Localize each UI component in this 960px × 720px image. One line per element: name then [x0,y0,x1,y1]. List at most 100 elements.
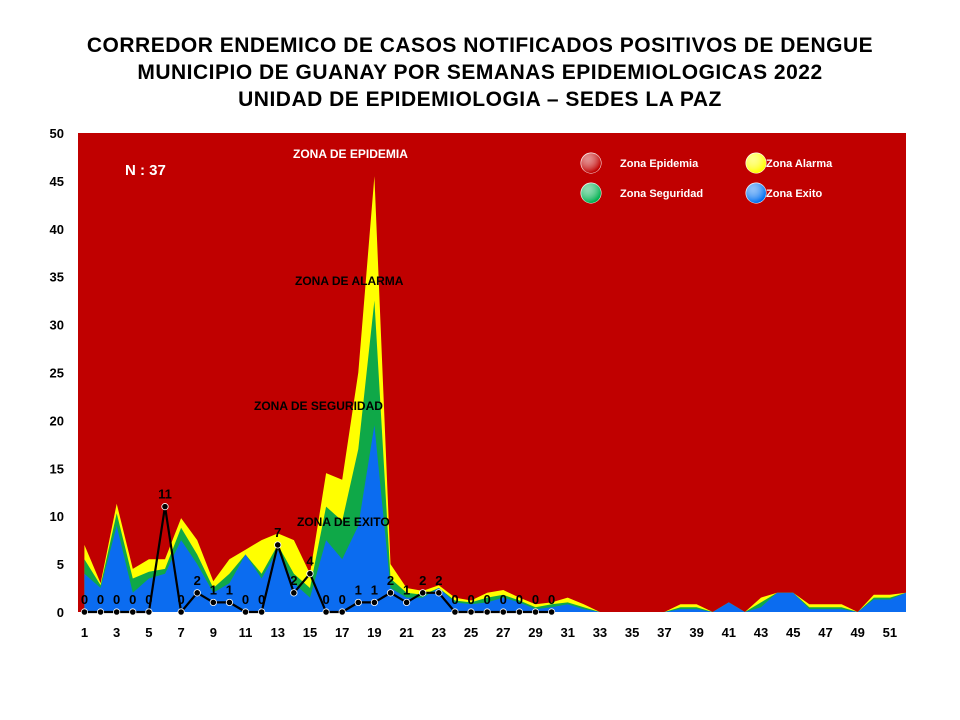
cases-point [96,608,105,616]
x-tick-label: 9 [210,625,217,640]
y-tick-label: 25 [50,366,64,381]
cases-data-label: 0 [484,592,491,607]
cases-point [403,598,411,607]
cases-data-label: 0 [97,592,104,607]
cases-data-label: 0 [500,592,507,607]
x-tick-label: 39 [689,625,703,640]
cases-data-label: 1 [355,582,362,597]
cases-data-label: 0 [339,592,346,607]
cases-data-label: 0 [467,592,474,607]
cases-point [258,608,266,616]
cases-point [193,589,201,597]
legend-marker-shine [581,153,601,173]
y-tick-label: 40 [50,222,64,237]
x-tick-label: 3 [113,625,120,640]
cases-data-label: 0 [242,592,249,607]
legend-marker-shine [746,153,766,173]
x-tick-label: 11 [239,625,253,640]
x-tick-label: 5 [145,625,152,640]
cases-point [80,608,89,616]
cases-data-label: 0 [129,592,136,607]
cases-data-label: 2 [194,573,201,588]
x-tick-label: 7 [177,625,184,640]
legend-label: Zona Exito [766,188,823,200]
cases-data-label: 1 [210,582,217,597]
x-tick-label: 35 [625,625,639,640]
cases-point [354,598,362,607]
legend-item: Zona Alarma [745,152,833,174]
cases-point [177,608,185,616]
cases-point [241,608,250,616]
n-label: N : 37 [125,162,166,179]
cases-data-label: 0 [548,592,555,607]
cases-point [322,608,330,616]
cases-point [209,598,217,607]
cases-data-label: 0 [145,592,152,607]
cases-point [129,608,137,616]
x-tick-label: 17 [335,625,349,640]
x-tick-label: 49 [850,625,864,640]
cases-point [225,598,234,607]
cases-point [531,608,540,616]
cases-data-label: 0 [516,592,523,607]
zone-label-epidemia: ZONA DE EPIDEMIA [293,147,408,161]
title-line-1: CORREDOR ENDEMICO DE CASOS NOTIFICADOS P… [86,34,874,57]
cases-point [451,608,459,616]
title-line-2: MUNICIPIO DE GUANAY POR SEMANAS EPIDEMIO… [137,61,823,84]
cases-data-label: 2 [419,573,426,588]
cases-point [338,608,346,616]
legend-item: Zona Exito [745,182,823,204]
cases-point [274,541,282,549]
title-line-3: UNIDAD DE EPIDEMIOLOGIA – SEDES LA PAZ [238,88,722,111]
legend-label: Zona Epidemia [620,158,699,170]
x-tick-label: 29 [528,625,542,640]
success-zone-area [84,425,906,612]
x-tick-label: 45 [786,625,800,640]
cases-point [145,608,153,616]
x-tick-label: 51 [883,625,897,640]
x-tick-label: 15 [303,625,317,640]
y-tick-label: 35 [50,270,64,285]
legend-marker-shine [746,183,766,203]
y-tick-label: 10 [50,509,64,524]
y-tick-label: 20 [50,413,64,428]
x-tick-label: 33 [593,625,607,640]
cases-data-label: 2 [435,573,442,588]
cases-point [499,608,507,616]
legend-label: Zona Seguridad [620,188,703,200]
legend-marker-shine [581,183,601,203]
chart-title: CORREDOR ENDEMICO DE CASOS NOTIFICADOS P… [0,32,960,113]
cases-point [435,589,443,597]
cases-point [548,608,556,616]
legend-item: Zona Epidemia [580,152,699,174]
cases-point [467,608,475,616]
cases-data-label: 2 [290,573,297,588]
cases-data-label: 1 [403,582,410,597]
cases-point [386,589,395,597]
x-tick-label: 25 [464,625,478,640]
x-tick-label: 21 [399,625,413,640]
cases-data-label: 2 [387,573,394,588]
cases-data-label: 1 [371,582,378,597]
x-tick-label: 19 [367,625,381,640]
cases-data-label: 0 [451,592,458,607]
y-tick-label: 0 [57,605,64,620]
y-tick-label: 15 [50,461,64,476]
cases-point [161,503,169,511]
cases-data-label: 0 [258,592,265,607]
zone-label-exito: ZONA DE EXITO [297,515,390,529]
cases-data-label: 0 [113,592,120,607]
cases-data-label: 11 [158,487,172,502]
cases-data-label: 0 [532,592,539,607]
y-tick-label: 45 [50,174,64,189]
x-tick-label: 37 [657,625,671,640]
x-tick-label: 47 [818,625,832,640]
x-tick-label: 23 [432,625,446,640]
x-tick-label: 31 [560,625,574,640]
cases-point [306,570,314,578]
cases-point [290,589,298,597]
legend-item: Zona Seguridad [580,182,703,204]
legend-label: Zona Alarma [766,158,833,170]
zone-label-alarma: ZONA DE ALARMA [295,274,404,288]
